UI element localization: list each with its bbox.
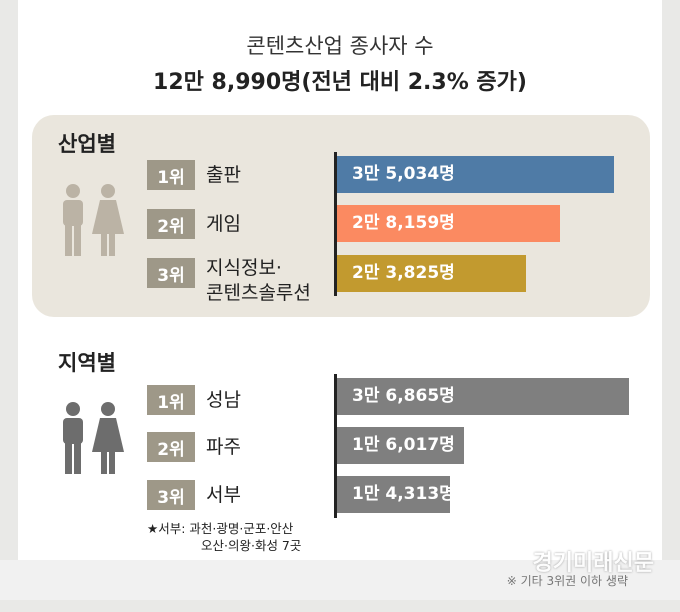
people-icon (63, 402, 124, 474)
source-strip (0, 560, 680, 600)
rank-badge: 3위 (147, 258, 195, 288)
region-axis-line (334, 374, 337, 518)
chart-subtitle: 12만 8,990명(전년 대비 2.3% 증가) (153, 70, 527, 95)
people-icon (63, 184, 124, 256)
industry-axis-line (334, 152, 337, 296)
category-label: 출판 (206, 164, 241, 186)
bar (337, 427, 464, 464)
rank-badge: 2위 (147, 209, 195, 239)
footnote-line: 오산·의왕·화성 7곳 (201, 538, 302, 553)
bar-value-label: 1만 6,017명 (352, 435, 455, 455)
chart-title: 콘텐츠산업 종사자 수 (246, 34, 434, 58)
bar-value-label: 1만 4,313명 (352, 484, 455, 504)
rank-badge: 1위 (147, 160, 195, 190)
category-label: 콘텐츠솔루션 (206, 282, 311, 304)
bar (337, 255, 526, 292)
category-label: 서부 (206, 484, 241, 506)
people-icon-shape (63, 184, 124, 256)
rank-badge: 3위 (147, 480, 195, 510)
bar-value-label: 3만 5,034명 (352, 164, 455, 184)
bar-value-label: 3만 6,865명 (352, 386, 455, 406)
region-section-title: 지역별 (58, 351, 116, 375)
bar-value-label: 2만 3,825명 (352, 263, 455, 283)
source-note: ※ 기타 3위권 이하 생략 (506, 574, 628, 588)
bar (337, 476, 450, 513)
bar-value-label: 2만 8,159명 (352, 213, 455, 233)
category-label: 게임 (206, 213, 241, 235)
footnote-line: ★서부: 과천·광명·군포·안산 (147, 521, 294, 536)
region-footnote: ★서부: 과천·광명·군포·안산 오산·의왕·화성 7곳 (147, 520, 301, 554)
category-label: 성남 (206, 389, 241, 411)
rank-badge: 1위 (147, 385, 195, 415)
bar (337, 156, 614, 193)
category-label: 파주 (206, 436, 241, 458)
industry-section-title: 산업별 (58, 132, 116, 156)
category-label: 지식정보· (206, 257, 282, 279)
rank-badge: 2위 (147, 432, 195, 462)
publisher-watermark: 경기미래신문 (532, 551, 654, 576)
people-icon-shape (63, 402, 124, 474)
bar (337, 378, 629, 415)
bar (337, 205, 560, 242)
